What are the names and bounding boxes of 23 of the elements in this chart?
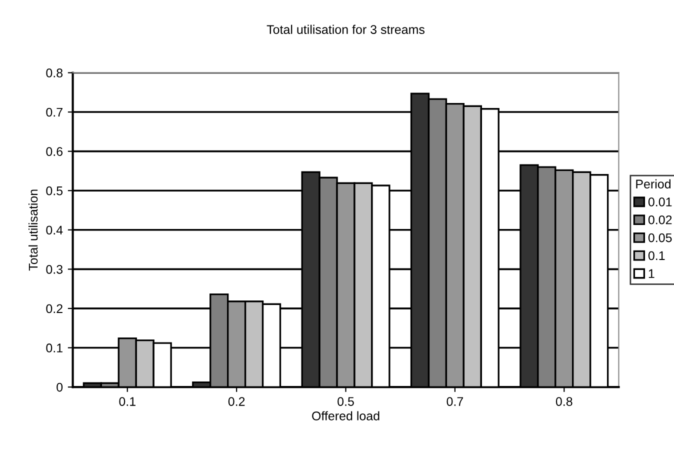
y-axis-title: Total utilisation bbox=[28, 190, 38, 271]
legend-title: Period bbox=[636, 179, 670, 188]
x-tick-label: 0.7 bbox=[446, 397, 464, 406]
y-tick-label: 0.5 bbox=[46, 186, 63, 196]
legend-label: 0.1 bbox=[648, 251, 665, 260]
y-tick-label: 0.1 bbox=[46, 344, 62, 352]
x-tick-label: 0.8 bbox=[556, 397, 572, 406]
y-tick-label: 0.3 bbox=[46, 264, 63, 274]
y-tick-label: 0.8 bbox=[46, 68, 63, 78]
chart-title: Total utilisation for 3 streams bbox=[266, 24, 425, 34]
legend-label: 0.01 bbox=[648, 198, 672, 206]
x-tick-label: 0.2 bbox=[228, 397, 245, 406]
y-tick-label: 0.7 bbox=[46, 108, 62, 117]
y-tick-label: 0 bbox=[56, 382, 63, 392]
legend-label: 0.05 bbox=[648, 233, 672, 242]
x-tick-label: 0.1 bbox=[119, 397, 136, 406]
y-tick-label: 0.6 bbox=[46, 147, 63, 156]
y-tick-label: 0.4 bbox=[46, 226, 63, 235]
legend-label: 0.02 bbox=[648, 215, 672, 224]
x-axis-title: Offered load bbox=[312, 411, 380, 420]
y-tick-label: 0.2 bbox=[46, 304, 62, 314]
x-tick-label: 0.5 bbox=[338, 397, 354, 406]
legend-label: 1 bbox=[648, 269, 654, 278]
